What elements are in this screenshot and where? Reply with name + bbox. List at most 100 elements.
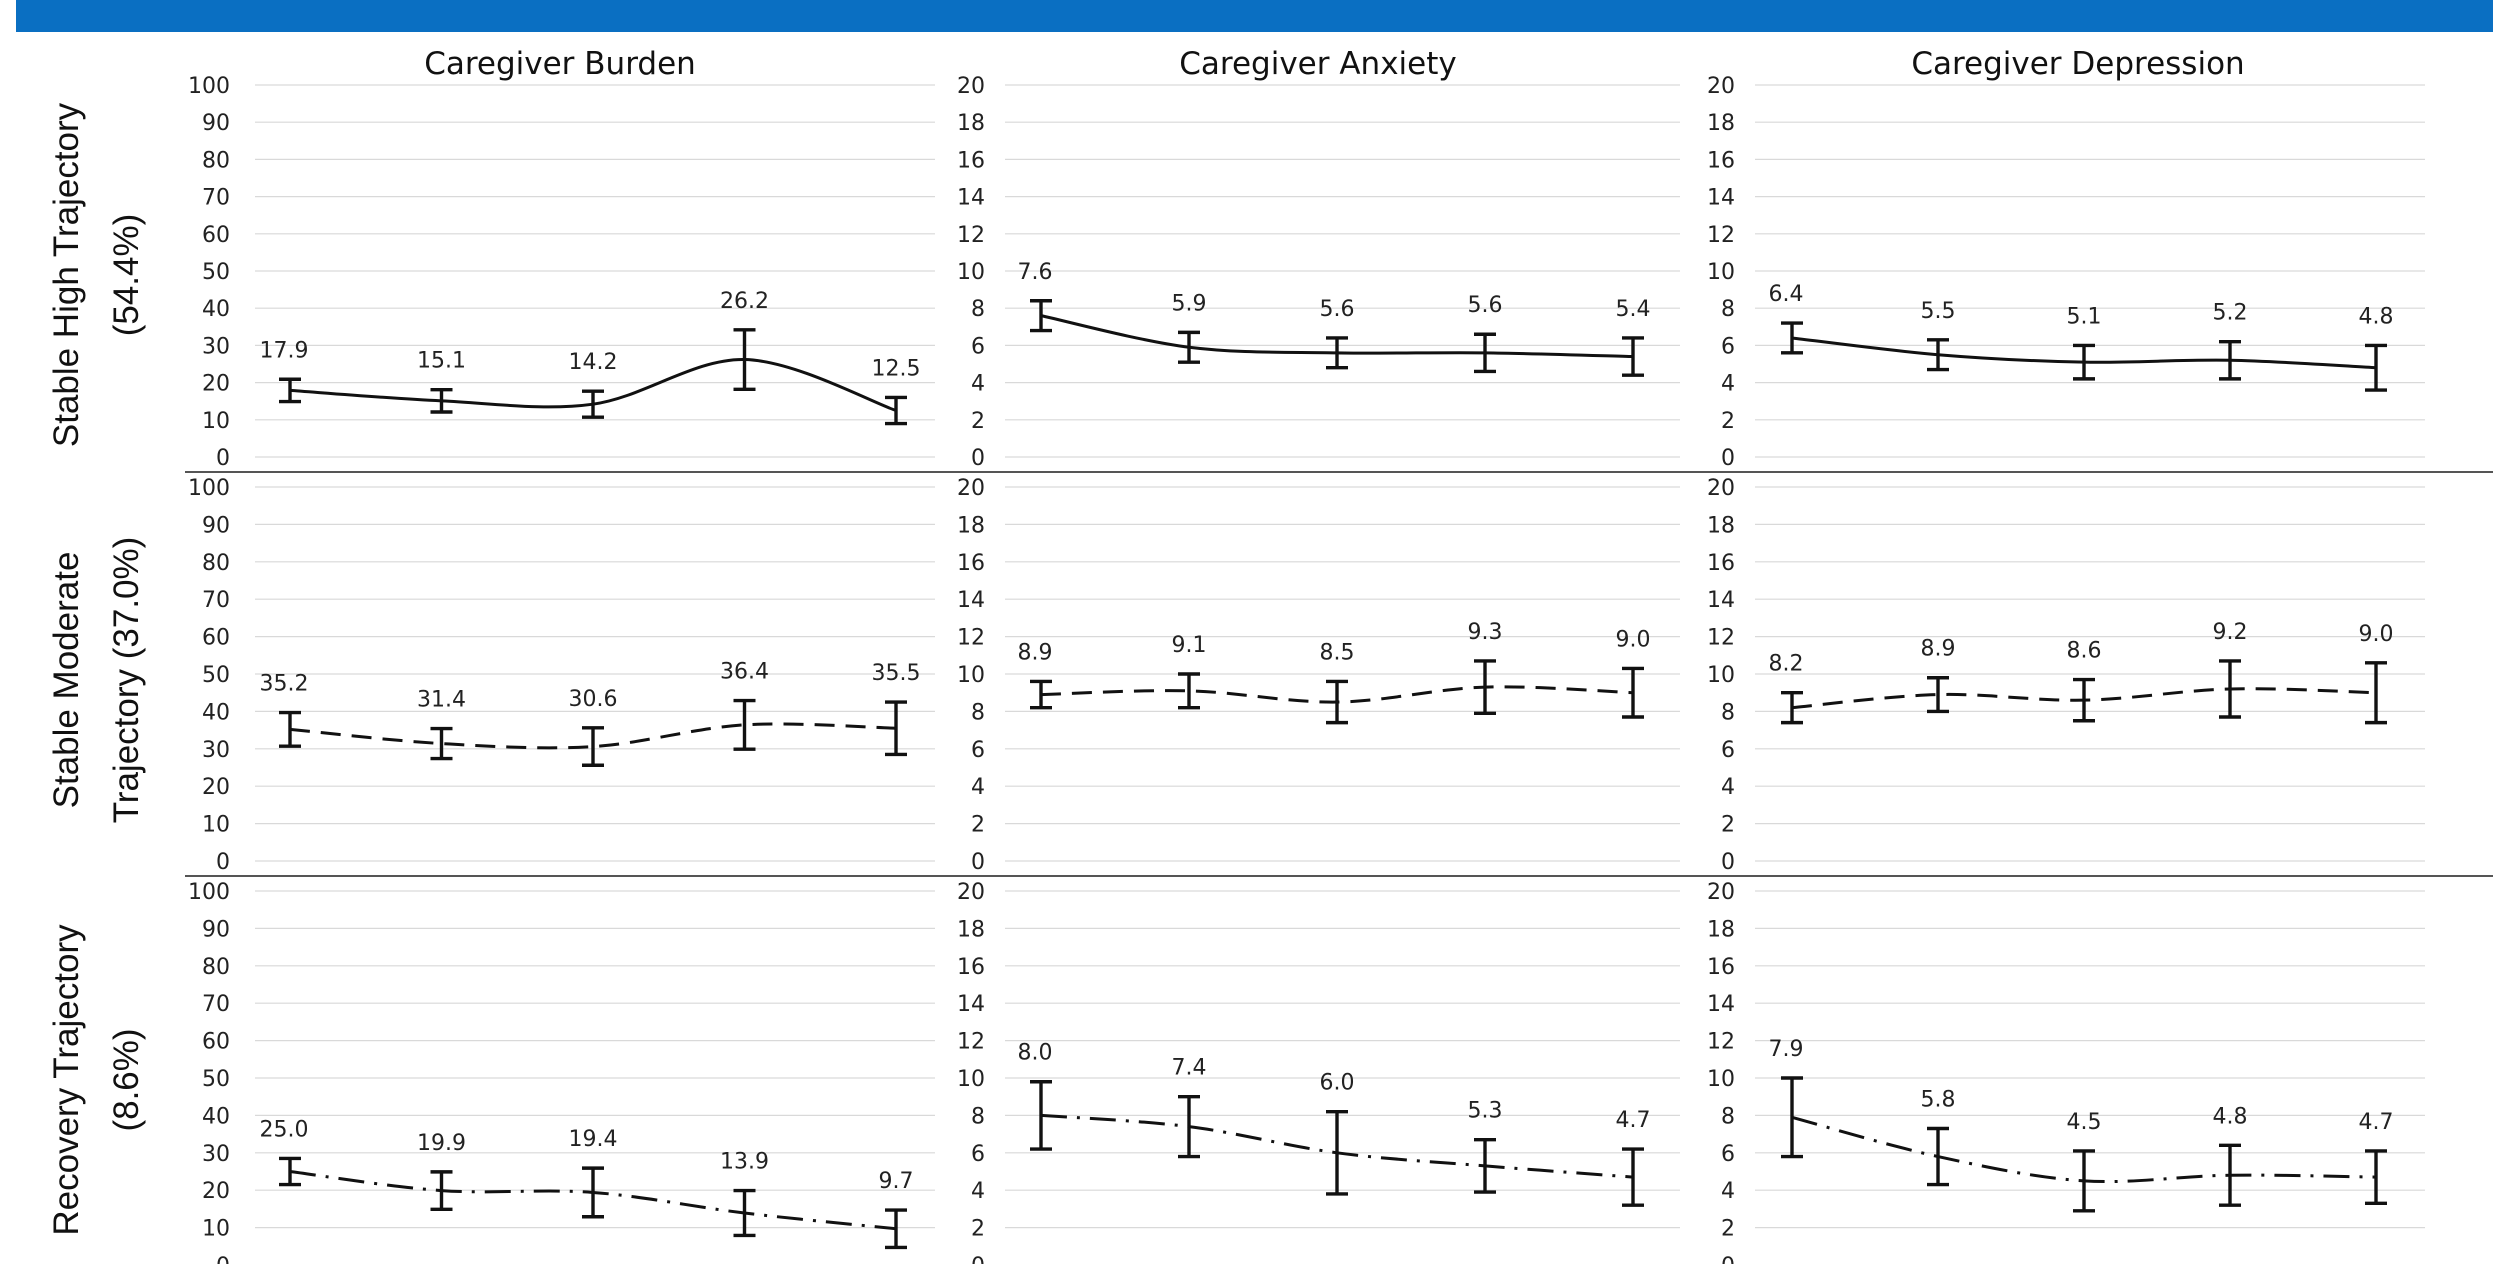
- y-tick-label: 6: [1721, 334, 1735, 359]
- data-label: 5.4: [1616, 297, 1651, 322]
- y-tick-label: 0: [971, 850, 985, 875]
- y-tick-label: 80: [202, 148, 230, 173]
- row-label-line: Stable Moderate: [47, 552, 86, 809]
- data-label: 7.4: [1172, 1056, 1207, 1081]
- y-tick-label: 10: [957, 663, 985, 688]
- data-label: 5.3: [1468, 1099, 1503, 1124]
- y-tick-label: 14: [957, 588, 985, 613]
- y-tick-label: 60: [202, 223, 230, 248]
- y-tick-label: 4: [971, 775, 985, 800]
- y-tick-label: 14: [957, 186, 985, 211]
- y-tick-label: 8: [1721, 297, 1735, 322]
- y-tick-label: 70: [202, 588, 230, 613]
- data-label: 15.1: [417, 349, 466, 374]
- data-label: 4.8: [2359, 304, 2394, 329]
- y-tick-label: 0: [1721, 1254, 1735, 1264]
- data-label: 36.4: [720, 660, 769, 685]
- y-tick-label: 0: [216, 1254, 230, 1264]
- y-tick-label: 18: [957, 513, 985, 538]
- y-tick-label: 14: [1707, 588, 1735, 613]
- y-tick-label: 18: [1707, 513, 1735, 538]
- y-tick-label: 4: [1721, 775, 1735, 800]
- data-label: 35.2: [260, 672, 309, 697]
- data-label: 9.0: [2359, 622, 2394, 647]
- y-tick-label: 20: [202, 372, 230, 397]
- y-tick-label: 18: [957, 111, 985, 136]
- y-tick-label: 8: [1721, 700, 1735, 725]
- data-label: 30.6: [569, 687, 618, 712]
- y-tick-label: 6: [971, 334, 985, 359]
- panel-r3-c2: 0 2 4 6 8 10 12 14 16 18 20 8.0 7.4 6.0 5.3 4.7: [957, 880, 1680, 1264]
- y-tick-label: 8: [1721, 1104, 1735, 1129]
- panel-r3-c3: 0 2 4 6 8 10 12 14 16 18 20 7.9 5.8 4.5 4.8 4.7: [1707, 880, 2425, 1264]
- data-label: 5.8: [1921, 1087, 1956, 1112]
- data-label: 26.2: [720, 289, 769, 314]
- row-labels: Stable High Trajectory (54.4%) Stable Mode…: [47, 102, 146, 1235]
- header-bar: [16, 0, 2493, 32]
- y-tick-label: 6: [971, 738, 985, 763]
- y-tick-label: 10: [1707, 260, 1735, 285]
- y-tick-label: 6: [1721, 1142, 1735, 1167]
- data-label: 19.9: [417, 1131, 466, 1156]
- y-tick-label: 50: [202, 663, 230, 688]
- row-label-3: Recovery Trajectory (8.6%): [47, 924, 146, 1236]
- y-tick-label: 6: [1721, 738, 1735, 763]
- y-tick-label: 4: [1721, 1179, 1735, 1204]
- y-tick-label: 30: [202, 1142, 230, 1167]
- panel-r2-c1: 0 10 20 30 40 50 60 70 80 90 100 35.2 31.4 30.6 36.4 35…: [188, 476, 935, 875]
- data-label: 9.7: [879, 1169, 914, 1194]
- data-label: 5.2: [2213, 301, 2248, 326]
- data-label: 35.5: [872, 661, 921, 686]
- y-tick-label: 0: [216, 446, 230, 471]
- y-tick-label: 10: [202, 409, 230, 434]
- y-tick-label: 50: [202, 1067, 230, 1092]
- panel-r2-c2: 0 2 4 6 8 10 12 14 16 18 20 8.9 9.1 8.5 9.3 9.0: [957, 476, 1680, 875]
- y-tick-label: 12: [1707, 1030, 1735, 1055]
- y-tick-label: 2: [971, 813, 985, 838]
- data-label: 25.0: [260, 1117, 309, 1142]
- data-label: 19.4: [569, 1127, 618, 1152]
- data-label: 7.9: [1769, 1037, 1804, 1062]
- y-tick-label: 70: [202, 186, 230, 211]
- y-tick-label: 10: [957, 1067, 985, 1092]
- y-tick-label: 16: [1707, 551, 1735, 576]
- y-tick-label: 20: [957, 880, 985, 905]
- y-tick-label: 70: [202, 992, 230, 1017]
- data-label: 8.9: [1018, 640, 1053, 665]
- panel-r1-c1: 0 10 20 30 40 50 60 70 80 90 100 17.9 15.1 14.2 26.2 12…: [188, 74, 935, 471]
- y-tick-label: 12: [1707, 223, 1735, 248]
- data-label: 5.9: [1172, 291, 1207, 316]
- y-tick-label: 0: [1721, 850, 1735, 875]
- row-label-line: Trajectory (37.0%): [107, 537, 146, 824]
- y-tick-label: 10: [1707, 1067, 1735, 1092]
- data-label: 5.1: [2067, 304, 2102, 329]
- row-label-line: (8.6%): [107, 1028, 146, 1131]
- y-tick-label: 16: [957, 955, 985, 980]
- y-tick-label: 4: [971, 1179, 985, 1204]
- y-tick-label: 18: [1707, 111, 1735, 136]
- y-tick-label: 60: [202, 626, 230, 651]
- y-tick-label: 40: [202, 700, 230, 725]
- row-label-2: Stable Moderate Trajectory (37.0%): [47, 537, 146, 824]
- y-tick-label: 40: [202, 1104, 230, 1129]
- y-tick-label: 0: [1721, 446, 1735, 471]
- y-tick-label: 40: [202, 297, 230, 322]
- y-tick-label: 16: [1707, 955, 1735, 980]
- data-label: 4.7: [2359, 1110, 2394, 1135]
- y-tick-label: 16: [957, 551, 985, 576]
- y-tick-label: 2: [1721, 813, 1735, 838]
- y-tick-label: 60: [202, 1030, 230, 1055]
- y-tick-label: 30: [202, 738, 230, 763]
- y-tick-label: 12: [1707, 626, 1735, 651]
- y-tick-label: 8: [971, 297, 985, 322]
- y-tick-label: 14: [1707, 186, 1735, 211]
- column-title-3: Caregiver Depression: [1911, 46, 2244, 82]
- panel-r3-c1: 0 10 20 30 40 50 60 70 80 90 100 25.0 19.9 19.4 13.9 9.…: [188, 880, 935, 1264]
- y-tick-label: 4: [971, 372, 985, 397]
- data-label: 4.7: [1616, 1108, 1651, 1133]
- row-label-1: Stable High Trajectory (54.4%): [47, 102, 146, 447]
- y-tick-label: 2: [971, 409, 985, 434]
- data-label: 5.5: [1921, 299, 1956, 324]
- y-tick-label: 20: [957, 476, 985, 501]
